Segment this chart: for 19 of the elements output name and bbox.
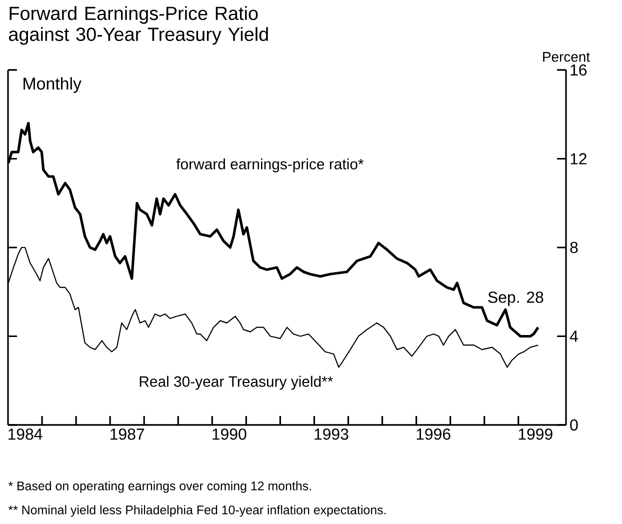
y-tick-label: 8 xyxy=(570,242,578,254)
annotation: Sep. 28 xyxy=(488,292,544,306)
y-tick-label: 16 xyxy=(570,64,587,76)
x-tick-label: 1987 xyxy=(110,428,144,440)
series-label: Real 30-year Treasury yield** xyxy=(140,376,334,390)
series-label: forward earnings-price ratio* xyxy=(176,158,364,172)
x-tick-label: 1990 xyxy=(212,428,246,440)
x-tick-label: 1999 xyxy=(518,428,552,440)
chart-title: Forward Earnings-Price Ratio against 30-Year Treasury Yield xyxy=(9,6,268,45)
text: ** Nominal yield less Philadelphia Fed 10-year inflation expectations. xyxy=(8,505,386,517)
y-axis-title: Percent xyxy=(543,52,590,62)
x-tick-label: 1996 xyxy=(416,428,450,440)
y-tick-label: 0 xyxy=(570,419,578,431)
x-tick-label: 1993 xyxy=(314,428,348,440)
text: * Based on operating earnings over coming 12 months. xyxy=(8,481,311,493)
y-tick-label: 12 xyxy=(570,153,586,164)
x-tick-label: 1984 xyxy=(8,428,42,440)
y-tick-label: 4 xyxy=(570,330,578,342)
annotation: Monthly xyxy=(24,77,82,93)
